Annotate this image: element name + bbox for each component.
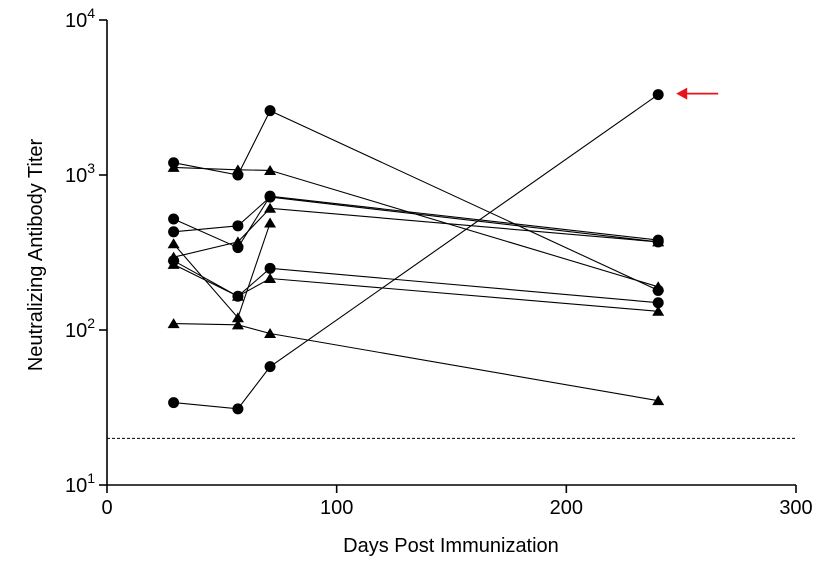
- data-point-triangle: [264, 327, 277, 338]
- data-point-circle: [264, 191, 276, 203]
- x-tick-label: 300: [779, 497, 812, 519]
- y-axis-title: Neutralizing Antibody Titer: [25, 138, 47, 371]
- data-point-triangle: [231, 312, 244, 323]
- red-arrow-icon: [676, 87, 719, 100]
- y-tick-label: 102: [65, 315, 95, 342]
- data-point-triangle: [231, 319, 244, 330]
- data-point-triangle: [167, 161, 180, 172]
- data-point-triangle: [264, 272, 277, 283]
- data-point-triangle: [167, 318, 180, 329]
- series-line: [173, 323, 659, 402]
- series-line: [173, 166, 659, 288]
- data-point-circle: [264, 262, 276, 274]
- data-point-circle: [264, 361, 276, 373]
- data-point-triangle: [652, 305, 665, 316]
- data-point-triangle: [231, 164, 244, 175]
- series-5: [168, 89, 664, 415]
- data-point-triangle: [264, 164, 277, 175]
- x-tick-label: 200: [550, 497, 583, 519]
- data-point-circle: [652, 297, 664, 309]
- series-line: [173, 263, 659, 312]
- data-point-triangle: [231, 290, 244, 301]
- data-point-triangle: [652, 395, 665, 406]
- series-line: [173, 109, 659, 291]
- series-9: [167, 258, 665, 316]
- y-tick-label: 101: [65, 470, 95, 497]
- x-axis-title: Days Post Immunization: [343, 535, 559, 557]
- data-point-triangle: [264, 217, 277, 228]
- data-point-triangle: [167, 251, 180, 262]
- data-point-triangle: [167, 238, 180, 249]
- series-line: [173, 260, 659, 304]
- data-point-triangle: [167, 258, 180, 269]
- series-3: [168, 191, 664, 248]
- data-point-triangle: [231, 236, 244, 247]
- axes-layer: 0 100 200 300 101 102 103 104: [65, 5, 813, 519]
- data-point-circle: [168, 397, 180, 409]
- series-line: [173, 222, 271, 319]
- series-line: [173, 207, 659, 258]
- annotation-layer: [676, 87, 719, 100]
- data-point-triangle: [652, 281, 665, 292]
- data-point-circle: [232, 403, 244, 415]
- series-8: [167, 202, 665, 262]
- x-tick-label: 100: [320, 497, 353, 519]
- data-point-circle: [652, 89, 664, 101]
- series-7: [167, 217, 277, 323]
- data-point-circle: [232, 220, 244, 232]
- x-tick-label: 0: [101, 497, 112, 519]
- y-tick-label: 103: [65, 160, 95, 187]
- data-point-circle: [168, 213, 180, 225]
- series-line: [173, 195, 659, 249]
- series-1: [168, 105, 664, 296]
- y-tick-label: 104: [65, 5, 95, 32]
- data-point-triangle: [264, 202, 277, 213]
- series-10: [167, 318, 665, 406]
- data-point-circle: [168, 226, 180, 238]
- series-line: [173, 94, 659, 410]
- data-point-circle: [264, 105, 276, 117]
- data-point-triangle: [652, 236, 665, 247]
- series-line: [173, 196, 659, 243]
- series-6: [167, 161, 665, 292]
- series-layer: [167, 89, 665, 415]
